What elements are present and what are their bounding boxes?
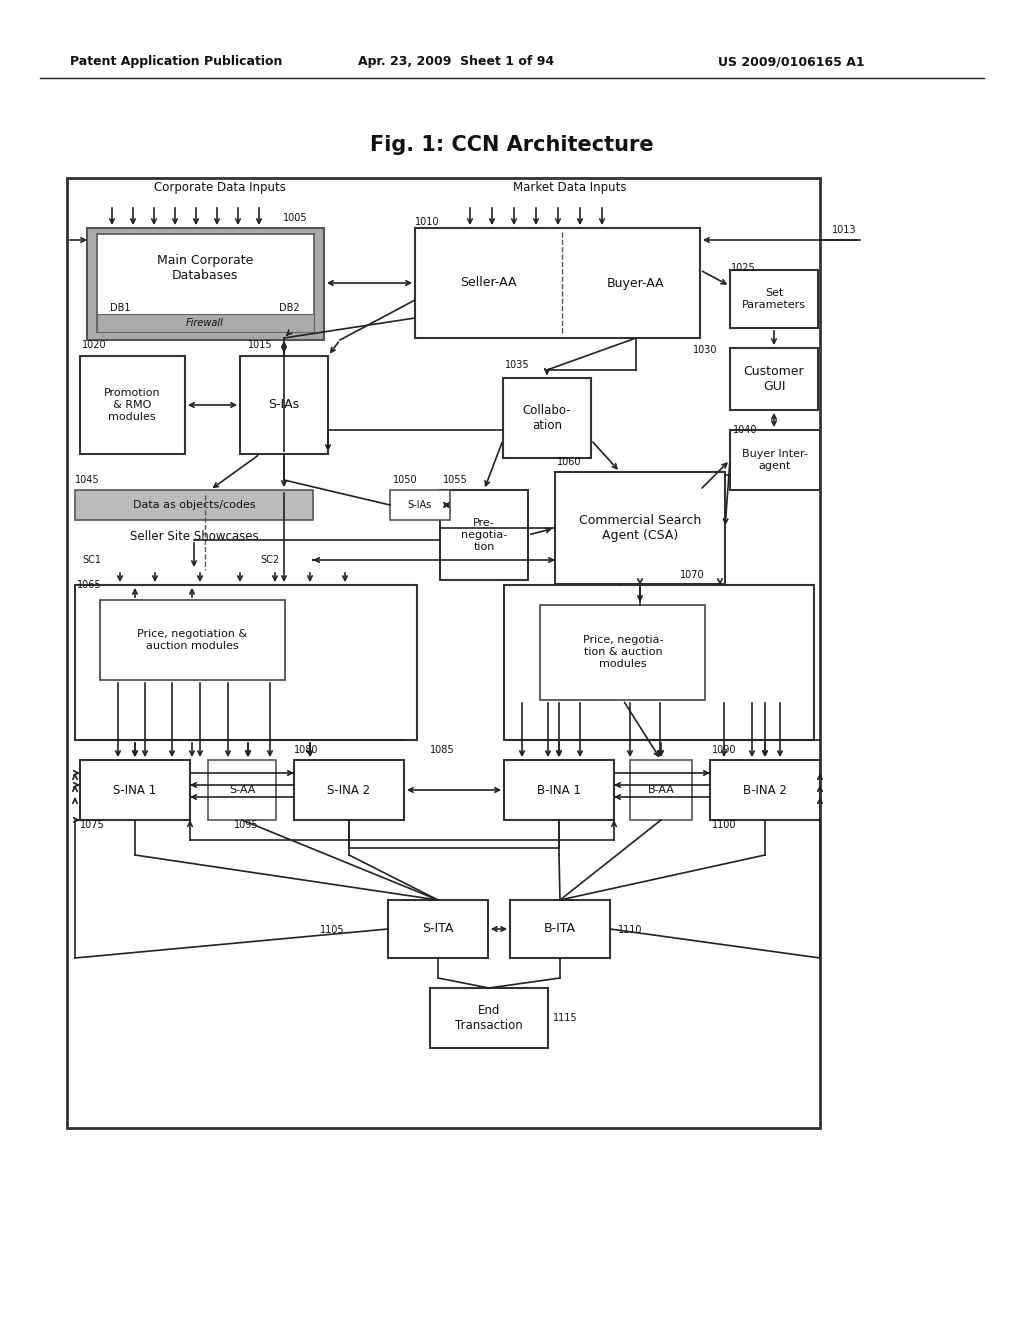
Text: 1080: 1080 [294,744,318,755]
Text: 1035: 1035 [505,360,529,370]
Text: Patent Application Publication: Patent Application Publication [70,55,283,69]
Text: 1095: 1095 [234,820,259,830]
Bar [97,234,314,333]
Text: 1070: 1070 [680,570,705,579]
Bar [208,760,276,820]
Text: B-INA 1: B-INA 1 [537,784,581,796]
Bar [510,900,610,958]
Bar [97,314,314,333]
Bar [80,356,185,454]
Text: Collabo-
ation: Collabo- ation [522,404,571,432]
Text: 1040: 1040 [733,425,758,436]
Text: Seller-AA: Seller-AA [460,276,516,289]
Bar [75,585,417,741]
Text: Market Data Inputs: Market Data Inputs [513,181,627,194]
Text: B-ITA: B-ITA [544,923,575,936]
Bar [240,356,328,454]
Text: S-ITA: S-ITA [422,923,454,936]
Bar [730,430,820,490]
Text: 1030: 1030 [693,345,718,355]
Bar [294,760,404,820]
Text: 1045: 1045 [75,475,99,484]
Text: DB1: DB1 [110,304,130,313]
Bar [555,473,725,583]
Text: 1010: 1010 [415,216,439,227]
Text: 1085: 1085 [430,744,455,755]
Text: 1100: 1100 [712,820,736,830]
Text: B-AA: B-AA [647,785,675,795]
Bar [67,178,820,1129]
Text: S-IAs: S-IAs [268,399,300,412]
Bar [710,760,820,820]
Text: 1055: 1055 [443,475,468,484]
Bar [504,585,814,741]
Bar [630,760,692,820]
Text: Customer
GUI: Customer GUI [743,366,804,393]
Bar [730,271,818,327]
Text: 1105: 1105 [319,925,345,935]
Text: 1115: 1115 [553,1012,578,1023]
Bar [415,228,700,338]
Text: Corporate Data Inputs: Corporate Data Inputs [154,181,286,194]
Bar [87,228,324,341]
Text: Price, negotiation &
auction modules: Price, negotiation & auction modules [137,630,247,651]
Bar [504,760,614,820]
Text: Buyer-AA: Buyer-AA [607,276,665,289]
Text: Pre-
negotia-
tion: Pre- negotia- tion [461,519,507,552]
Bar [540,605,705,700]
Text: SC2: SC2 [260,554,280,565]
Text: 1075: 1075 [80,820,104,830]
Text: DB2: DB2 [280,304,300,313]
Text: Fig. 1: CCN Architecture: Fig. 1: CCN Architecture [371,135,653,154]
Bar [388,900,488,958]
Text: Data as objects/codes: Data as objects/codes [133,500,255,510]
Text: 1060: 1060 [557,457,582,467]
Text: Seller Site Showcases: Seller Site Showcases [130,531,258,544]
Text: B-INA 2: B-INA 2 [743,784,786,796]
Text: 1065: 1065 [77,579,101,590]
Bar [440,490,528,579]
Text: 1050: 1050 [393,475,418,484]
Text: 1005: 1005 [283,213,307,223]
Text: Firewall: Firewall [186,318,224,327]
Text: Price, negotia-
tion & auction
modules: Price, negotia- tion & auction modules [583,635,664,669]
Text: 1025: 1025 [731,263,756,273]
Text: US 2009/0106165 A1: US 2009/0106165 A1 [718,55,864,69]
Text: 1015: 1015 [248,341,272,350]
Text: 1110: 1110 [618,925,642,935]
Text: SC1: SC1 [82,554,101,565]
Bar [75,490,313,520]
Bar [503,378,591,458]
Text: 1013: 1013 [831,224,856,235]
Bar [100,601,285,680]
Text: Buyer Inter-
agent: Buyer Inter- agent [742,449,808,471]
Bar [430,987,548,1048]
Text: Commercial Search
Agent (CSA): Commercial Search Agent (CSA) [579,513,701,543]
Text: 1090: 1090 [712,744,736,755]
Text: S-INA 1: S-INA 1 [114,784,157,796]
Text: Promotion
& RMO
modules: Promotion & RMO modules [103,388,161,421]
Text: Set
Parameters: Set Parameters [742,288,806,310]
Text: 1020: 1020 [82,341,106,350]
Text: Apr. 23, 2009  Sheet 1 of 94: Apr. 23, 2009 Sheet 1 of 94 [358,55,554,69]
Text: S-IAs: S-IAs [408,500,432,510]
Bar [730,348,818,411]
Text: Main Corporate
Databases: Main Corporate Databases [157,253,253,282]
Bar [80,760,190,820]
Text: End
Transaction: End Transaction [455,1005,523,1032]
Text: S-INA 2: S-INA 2 [328,784,371,796]
Bar [390,490,450,520]
Text: S-AA: S-AA [228,785,255,795]
